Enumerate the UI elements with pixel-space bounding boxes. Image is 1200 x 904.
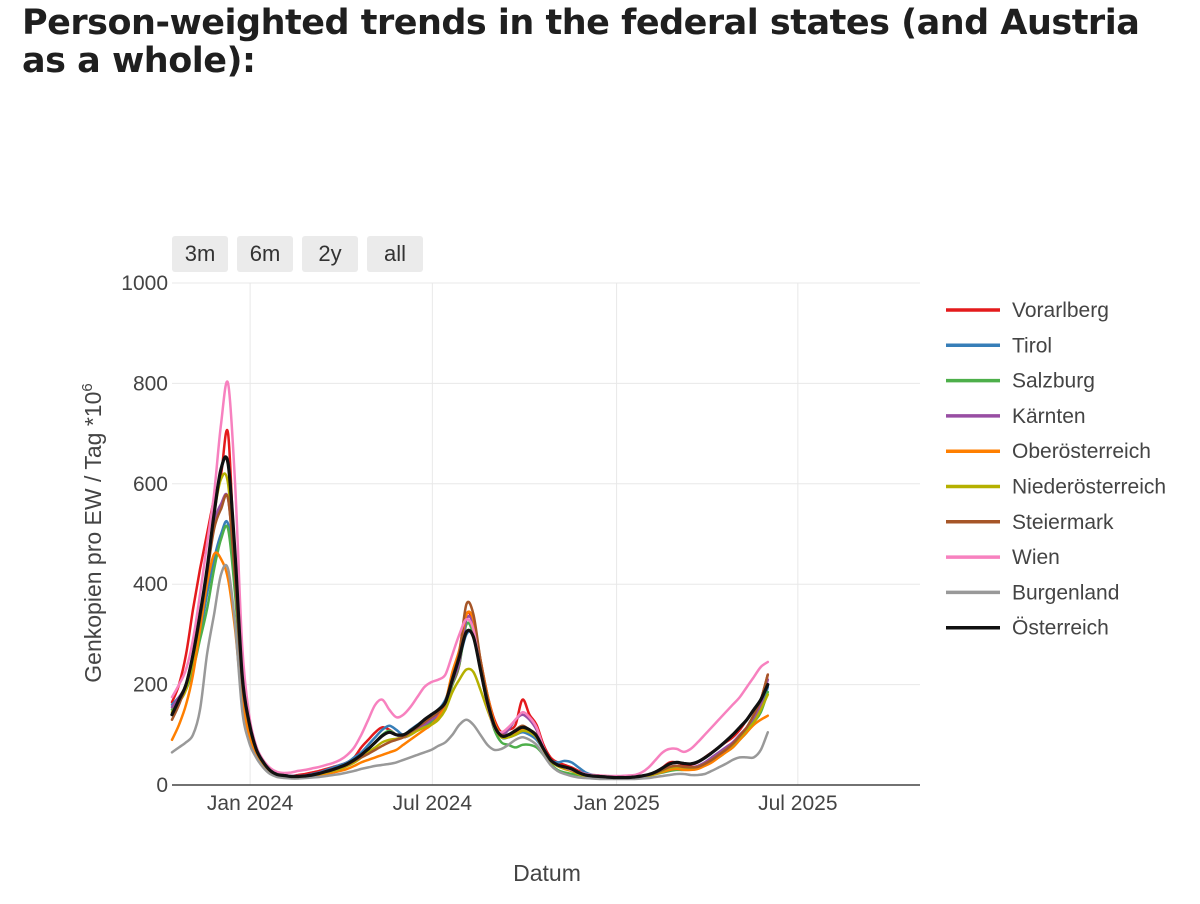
legend-label: Vorarlberg <box>1012 299 1109 322</box>
plot-area[interactable] <box>170 380 770 781</box>
page-title: Person-weighted trends in the federal st… <box>22 3 1140 81</box>
grid-lines <box>172 282 920 785</box>
legend-label: Kärnten <box>1012 405 1086 428</box>
range-button-all[interactable]: all <box>367 236 423 272</box>
legend-item-burgenland[interactable]: Burgenland <box>946 581 1119 604</box>
y-tick-label: 200 <box>133 674 168 697</box>
axes: 0 200 400 600 800 1000 Jan 2024 Jul 2024 Jan 202… <box>121 272 920 815</box>
legend-item-tirol[interactable]: Tirol <box>946 334 1052 357</box>
legend-label: Steiermark <box>1012 511 1114 534</box>
x-axis-title: Datum <box>513 860 581 886</box>
range-button-6m[interactable]: 6m <box>237 236 293 272</box>
series-line-tirol[interactable] <box>170 519 770 779</box>
series-line-burgenland[interactable] <box>170 563 770 781</box>
y-axis-title-text: Genkopien pro EW / Tag *10 <box>80 392 106 683</box>
legend-item-oberoesterreich[interactable]: Oberösterreich <box>946 440 1151 463</box>
y-tick-label: 1000 <box>121 272 168 295</box>
y-tick-label: 0 <box>156 774 168 797</box>
legend-item-kaernten[interactable]: Kärnten <box>946 405 1086 428</box>
y-axis-title: Genkopien pro EW / Tag *106 <box>79 383 106 682</box>
legend-item-vorarlberg[interactable]: Vorarlberg <box>946 299 1109 322</box>
x-tick-label: Jan 2024 <box>207 792 294 815</box>
series-line-oesterreich[interactable] <box>170 455 770 780</box>
legend-label: Burgenland <box>1012 581 1119 604</box>
legend-item-wien[interactable]: Wien <box>946 546 1060 569</box>
y-tick-label: 800 <box>133 372 168 395</box>
x-tick-label: Jul 2024 <box>393 792 473 815</box>
series-line-steiermark[interactable] <box>170 493 770 779</box>
range-button-2y[interactable]: 2y <box>302 236 358 272</box>
x-tick-label: Jan 2025 <box>573 792 659 815</box>
legend-label: Niederösterreich <box>1012 476 1166 499</box>
legend: Vorarlberg Tirol Salzburg Kärnten Oberösterr… <box>946 299 1166 640</box>
legend-label: Salzburg <box>1012 370 1095 393</box>
legend-label: Österreich <box>1012 617 1109 640</box>
y-tick-label: 400 <box>133 573 168 596</box>
series-line-oberoesterreich[interactable] <box>170 551 770 780</box>
legend-label: Wien <box>1012 546 1060 569</box>
legend-item-steiermark[interactable]: Steiermark <box>946 511 1114 534</box>
series-line-wien[interactable] <box>170 380 770 778</box>
legend-label: Oberösterreich <box>1012 440 1151 463</box>
series-line-salzburg[interactable] <box>170 524 770 780</box>
y-axis-title-exponent: 6 <box>79 383 96 391</box>
legend-item-salzburg[interactable]: Salzburg <box>946 370 1095 393</box>
legend-item-niederoesterreich[interactable]: Niederösterreich <box>946 476 1166 499</box>
y-tick-label: 600 <box>133 473 168 496</box>
legend-label: Tirol <box>1012 334 1052 357</box>
range-button-3m[interactable]: 3m <box>172 236 228 272</box>
series-line-kaernten[interactable] <box>170 492 770 779</box>
legend-item-oesterreich[interactable]: Österreich <box>946 617 1109 640</box>
x-tick-label: Jul 2025 <box>758 792 837 815</box>
